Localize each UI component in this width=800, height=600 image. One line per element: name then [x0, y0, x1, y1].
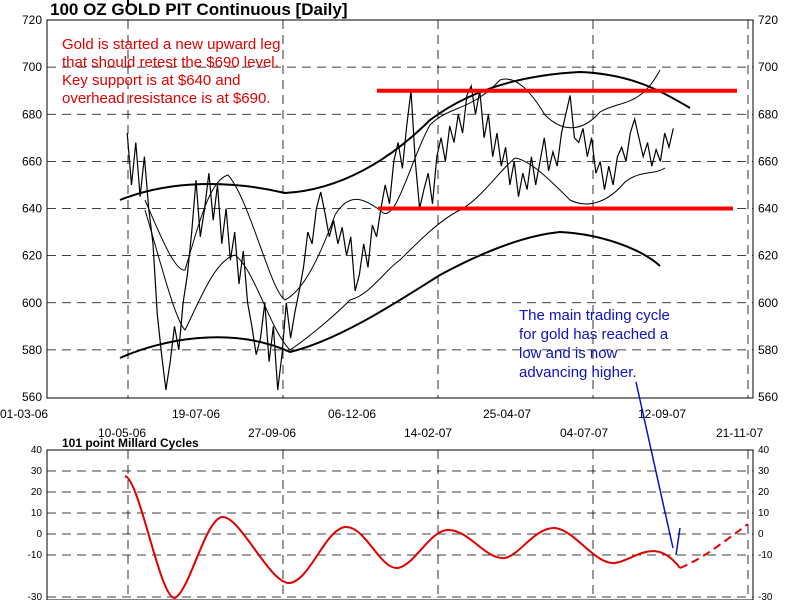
- red-annotation-line-3: Key support is at $640 and: [62, 72, 240, 89]
- price-y-tick-label: 600: [758, 296, 778, 310]
- cycle-y-tick-label: 30: [758, 466, 770, 477]
- price-panel-frame: [46, 19, 754, 399]
- inner-envelope-upper: [144, 69, 661, 301]
- price-y-tick-label: 620: [758, 249, 778, 263]
- price-y-tick-label: 720: [758, 13, 778, 27]
- cycle-panel-frame: [46, 449, 754, 600]
- cycle-y-tick-label: 40: [758, 445, 770, 456]
- x-tick-label-9: 12-09-07: [638, 407, 686, 421]
- price-y-tick-label: 680: [758, 107, 778, 121]
- cycle-y-ticks-right: -30 -10 0 10 20 30 40: [758, 445, 773, 600]
- price-y-tick-label: 600: [22, 296, 42, 310]
- cycle-y-ticks-left: -30 -10 0 10 20 30 40: [28, 445, 43, 600]
- price-y-tick-label: 700: [758, 60, 778, 74]
- blue-arrow-line: [635, 381, 674, 549]
- cycle-y-tick-label: 10: [758, 508, 770, 519]
- price-y-tick-label: 660: [758, 154, 778, 168]
- cycle-y-tick-label: 40: [31, 445, 43, 456]
- x-axis-labels: 01-03-06 10-05-06 19-07-06 27-09-06 06-1…: [0, 407, 763, 440]
- chart-title: 100 OZ GOLD PIT Continuous [Daily]: [50, 0, 348, 19]
- price-y-tick-label: 640: [758, 202, 778, 216]
- cycle-y-tick-label: 10: [31, 508, 43, 519]
- x-tick-label-4: 27-09-06: [248, 426, 296, 440]
- price-y-tick-label: 560: [22, 390, 42, 404]
- cycle-y-tick-label: 20: [758, 487, 770, 498]
- x-tick-label-1: 01-03-06: [0, 407, 48, 421]
- blue-annotation-line-2: for gold has reached a: [519, 326, 669, 343]
- cycle-wave-line: [124, 475, 681, 599]
- blue-annotation: The main trading cycle for gold has reac…: [519, 307, 681, 556]
- inner-envelope-lower: [144, 157, 666, 351]
- cycle-panel-title: 101 point Millard Cycles: [62, 436, 199, 450]
- price-y-tick-label: 560: [758, 390, 778, 404]
- cycle-grid: [47, 450, 753, 600]
- price-y-tick-label: 660: [22, 154, 42, 168]
- price-y-tick-label: 580: [758, 343, 778, 357]
- cycle-y-tick-label: 0: [758, 529, 764, 540]
- cycle-y-tick-label: 0: [36, 529, 42, 540]
- x-tick-label-3: 19-07-06: [172, 407, 220, 421]
- x-tick-label-7: 25-04-07: [483, 407, 531, 421]
- price-series-line: [126, 83, 674, 390]
- price-y-tick-label: 700: [22, 60, 42, 74]
- price-y-tick-label: 640: [22, 202, 42, 216]
- cycle-y-tick-label: 20: [31, 487, 43, 498]
- price-y-ticks-right: 560 580 600 620 640 660 680 700 720: [758, 13, 778, 404]
- blue-arrow-second: [675, 527, 681, 556]
- cycle-y-tick-label: -30: [758, 592, 773, 600]
- red-annotation-line-4: overhead resistance is at $690.: [62, 90, 270, 107]
- blue-annotation-line-1: The main trading cycle: [519, 307, 670, 324]
- price-y-ticks-left: 560 580 600 620 640 660 680 700 720: [22, 13, 42, 404]
- cycle-y-tick-label: -30: [28, 592, 43, 600]
- x-tick-label-6: 14-02-07: [404, 426, 452, 440]
- cycle-y-tick-label: -10: [28, 550, 43, 561]
- x-tick-label-8: 04-07-07: [560, 426, 608, 440]
- red-annotation-line-2: that should retest the $690 level.: [62, 54, 279, 71]
- price-y-tick-label: 720: [22, 13, 42, 27]
- outer-envelope-lower: [119, 230, 661, 359]
- x-tick-label-2: 10-05-06: [98, 426, 146, 440]
- red-annotation: Gold is started a new upward leg that sh…: [62, 36, 280, 107]
- cycle-y-tick-label: -10: [758, 550, 773, 561]
- red-annotation-line-1: Gold is started a new upward leg: [62, 36, 280, 53]
- x-tick-label-10: 21-11-07: [716, 426, 763, 440]
- cycle-envelopes: [119, 69, 691, 359]
- blue-annotation-line-4: advancing higher.: [519, 364, 637, 381]
- price-y-tick-label: 680: [22, 107, 42, 121]
- outer-envelope-upper: [119, 70, 691, 201]
- price-y-tick-label: 580: [22, 343, 42, 357]
- cycle-y-tick-label: 30: [31, 466, 43, 477]
- cycle-wave-projection: [679, 523, 749, 569]
- blue-annotation-line-3: low and is now: [519, 345, 618, 362]
- x-tick-label-5: 06-12-06: [328, 407, 376, 421]
- price-y-tick-label: 620: [22, 249, 42, 263]
